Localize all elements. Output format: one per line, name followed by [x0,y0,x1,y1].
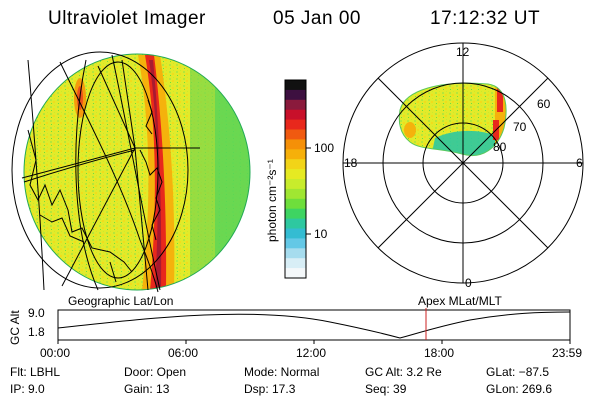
date-label: 05 Jan 00 [273,8,361,29]
info-dsp: Dsp: 17.3 [244,382,296,396]
colorbar [284,79,311,279]
colorbar-tick-10: 10 [314,227,328,241]
colorbar-cell [285,149,306,160]
info-seq: Seq: 39 [365,382,407,396]
info-door: Door: Open [124,365,187,379]
apex-caption: Apex MLat/MLT [418,294,502,308]
colorbar-cell [285,228,306,239]
lat-label-80: 80 [493,140,507,154]
time-label: 17:12:32 UT [430,8,541,29]
colorbar-cell [285,258,306,269]
altitude-axis-title: GC Alt [8,310,22,345]
colorbar-cell [285,248,306,259]
xtick-1200: 12:00 [296,346,327,360]
colorbar-cell [285,139,306,150]
earth-disk-image [11,51,251,293]
mlt-label-18: 18 [344,156,358,170]
info-ip: IP: 9.0 [10,382,45,396]
altitude-ytick-high: 9.0 [28,306,45,320]
info-glat: GLat: −87.5 [486,365,550,379]
colorbar-cell [285,119,306,131]
info-glon: GLon: 269.6 [486,382,553,396]
colorbar-cell [285,188,306,200]
xtick-1800: 18:00 [424,346,455,360]
mlt-label-0: 0 [465,276,472,290]
colorbar-cell [285,109,306,121]
colorbar-cell [285,198,306,210]
colorbar-cell [285,159,306,170]
colorbar-cell [285,169,306,180]
xtick-0000: 00:00 [40,346,71,360]
info-gc-alt: GC Alt: 3.2 Re [365,365,442,379]
mlt-label-6: 6 [576,156,583,170]
colorbar-cell [285,268,306,279]
colorbar-cell [285,99,306,111]
colorbar-cell [285,179,306,190]
colorbar-cell [285,129,306,140]
xtick-2359: 23:59 [552,346,583,360]
polar-plot [342,42,584,284]
colorbar-cell [285,238,306,249]
altitude-plot [57,308,571,344]
info-mode: Mode: Normal [244,365,320,379]
colorbar-cell [285,218,306,230]
info-filter: Flt: LBHL [10,365,61,379]
xtick-0600: 06:00 [168,346,199,360]
geographic-caption: Geographic Lat/Lon [68,294,174,308]
colorbar-cell [285,89,306,101]
colorbar-cell [285,80,306,91]
colorbar-tick-100: 100 [314,141,335,155]
lat-label-60: 60 [537,97,551,111]
altitude-ytick-low: 1.8 [28,325,45,339]
info-gain: Gain: 13 [124,382,170,396]
instrument-title: Ultraviolet Imager [48,8,206,29]
lat-label-70: 70 [513,120,527,134]
colorbar-cell [285,208,306,220]
colorbar-unit-label: photon cm⁻²s⁻¹ [265,159,279,242]
mlt-label-12: 12 [456,45,470,59]
